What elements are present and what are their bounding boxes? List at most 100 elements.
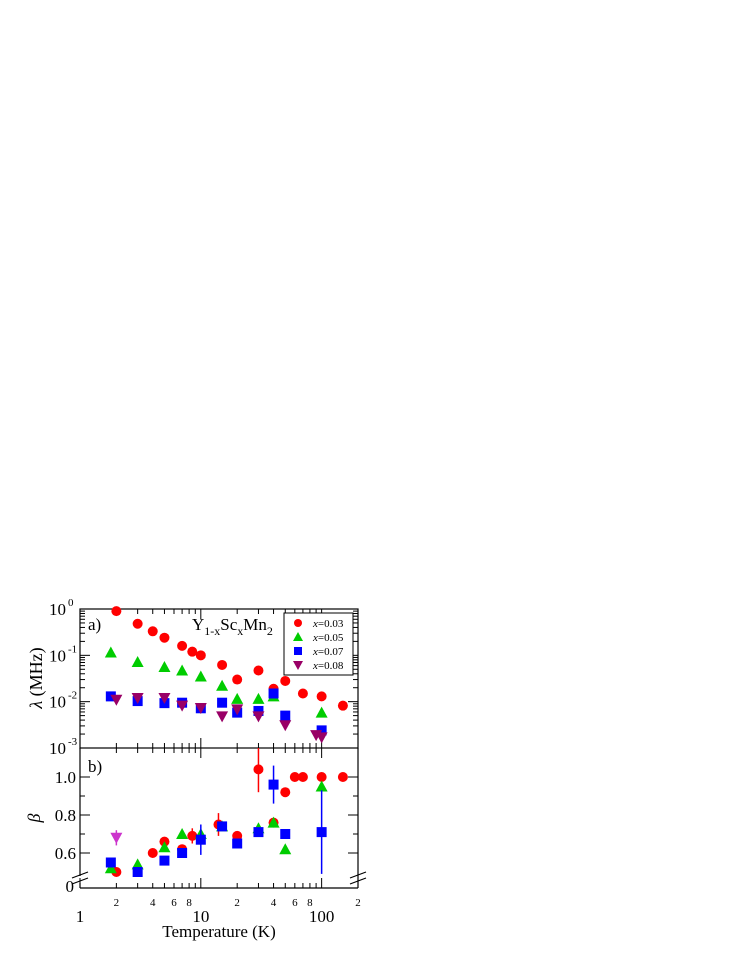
axes (71, 608, 367, 888)
data-point-a-series-1 (176, 664, 189, 676)
y-tick-label-base: 10 (49, 646, 66, 665)
x-axis-label: Temperature (K) (162, 922, 276, 941)
data-point-b-series-0 (337, 772, 348, 782)
y-tick-label-exponent: -1 (68, 643, 77, 655)
legend-entry-var: x (312, 660, 318, 672)
axis-break-mark-right (349, 871, 367, 879)
data-point-a-series-0 (337, 700, 348, 711)
panel-label-a: a) (88, 615, 101, 634)
axis-break-mark-left (71, 871, 89, 879)
x-minor-tick-label: 2 (234, 897, 240, 909)
x-minor-tick-label: 2 (114, 897, 120, 909)
data-point-a-series-2 (217, 697, 228, 708)
data-point-b-series-1 (158, 841, 171, 853)
data-point-a-series-0 (280, 675, 291, 686)
legend-marker (293, 632, 303, 641)
legend-entry: x=0.03 (312, 618, 344, 630)
data-point-a-series-3 (110, 694, 123, 706)
legend-entry-value: =0.07 (318, 646, 344, 658)
chart-title-sub3: 2 (267, 624, 273, 638)
data-point-b-series-0 (147, 848, 158, 858)
data-point-b-series-2 (268, 779, 279, 790)
x-minor-tick-label: 6 (292, 897, 298, 909)
legend-entry: x=0.07 (312, 646, 344, 658)
y-tick-label: 0.8 (55, 806, 76, 825)
data-point-b-series-0 (187, 830, 198, 841)
data-marks (104, 606, 348, 877)
data-point-a-series-2 (268, 688, 279, 699)
data-point-b-series-1 (315, 780, 328, 792)
data-point-b-series-2 (232, 838, 243, 849)
data-point-a-series-1 (104, 646, 117, 658)
legend-entry-var: x (312, 632, 318, 644)
data-point-b-series-2 (177, 848, 188, 858)
data-point-a-series-3 (216, 711, 229, 723)
chart-title-mid: Sc (220, 615, 237, 634)
legend-entry-value: =0.05 (318, 632, 344, 644)
y-tick-label-exponent: -2 (68, 690, 77, 702)
legend-entry-var: x (312, 646, 318, 658)
legend-entry-value: =0.08 (318, 660, 344, 672)
data-point-a-series-0 (297, 688, 308, 699)
chart-title: Y1-xScxMn2 (192, 615, 273, 638)
data-point-a-series-0 (177, 640, 188, 651)
data-point-b-series-2 (316, 827, 327, 838)
frame-panel-a (79, 608, 359, 749)
y-tick-label: 1.0 (55, 768, 76, 787)
data-point-a-series-0 (111, 606, 122, 617)
y-tick-label: 0.6 (55, 844, 76, 863)
y-axis-label-a-unit: (MHz) (26, 647, 47, 700)
axis-break-mark-left (71, 877, 89, 885)
data-point-a-series-0 (232, 674, 243, 685)
data-point-b-series-1 (267, 816, 280, 828)
data-point-a-series-3 (279, 720, 292, 732)
data-point-b-series-2 (159, 855, 170, 866)
y-axis-label-a-symbol: λ (26, 701, 46, 710)
data-point-a-series-2 (105, 691, 116, 702)
data-point-a-series-3 (252, 711, 265, 723)
x-minor-tick-label: 6 (171, 897, 177, 909)
data-point-a-series-1 (131, 655, 144, 667)
legend: x=0.03x=0.05x=0.07x=0.08 (283, 612, 354, 676)
chart-title-sub1: 1-x (204, 624, 220, 638)
data-point-b-series-0 (280, 787, 291, 798)
data-point-a-series-3 (194, 702, 207, 714)
y-axis-label-b: β (24, 813, 44, 823)
data-point-a-series-1 (158, 661, 171, 673)
data-point-a-series-2 (253, 705, 264, 716)
data-point-b-series-2 (195, 834, 206, 845)
data-point-b-series-2 (253, 827, 264, 838)
data-point-b-series-2 (105, 857, 116, 868)
chart-title-sub2: x (237, 624, 243, 638)
data-point-a-series-0 (159, 632, 170, 643)
data-point-a-series-1 (315, 706, 328, 718)
data-point-b-series-0 (253, 764, 264, 775)
legend-entry: x=0.08 (312, 660, 344, 672)
axis-break-mark-right (349, 877, 367, 885)
data-point-b-series-2 (132, 867, 143, 877)
data-point-a-series-0 (187, 646, 198, 657)
x-tick-label: 10 (192, 907, 209, 926)
legend-entry-var: x (312, 618, 318, 630)
data-point-a-series-3 (158, 692, 171, 704)
chart-title-base: Y (192, 615, 204, 634)
data-point-b-series-1 (176, 828, 189, 839)
x-minor-tick-label: 8 (186, 897, 192, 909)
x-tick-label: 100 (309, 907, 335, 926)
x-minor-tick-label: 4 (150, 897, 156, 909)
data-point-b-series-2 (217, 821, 228, 832)
data-point-a-series-3 (131, 692, 144, 704)
x-minor-tick-label: 4 (271, 897, 277, 909)
legend-marker (293, 661, 303, 670)
data-point-a-series-3 (176, 700, 189, 712)
data-point-a-series-1 (216, 679, 229, 691)
data-point-a-series-0 (132, 618, 143, 629)
y-tick-label-base: 10 (49, 600, 66, 619)
y-tick-label-exponent: -3 (68, 736, 78, 748)
data-point-a-series-1 (194, 670, 207, 682)
legend-marker (294, 647, 302, 655)
data-point-a-series-3 (315, 732, 328, 744)
